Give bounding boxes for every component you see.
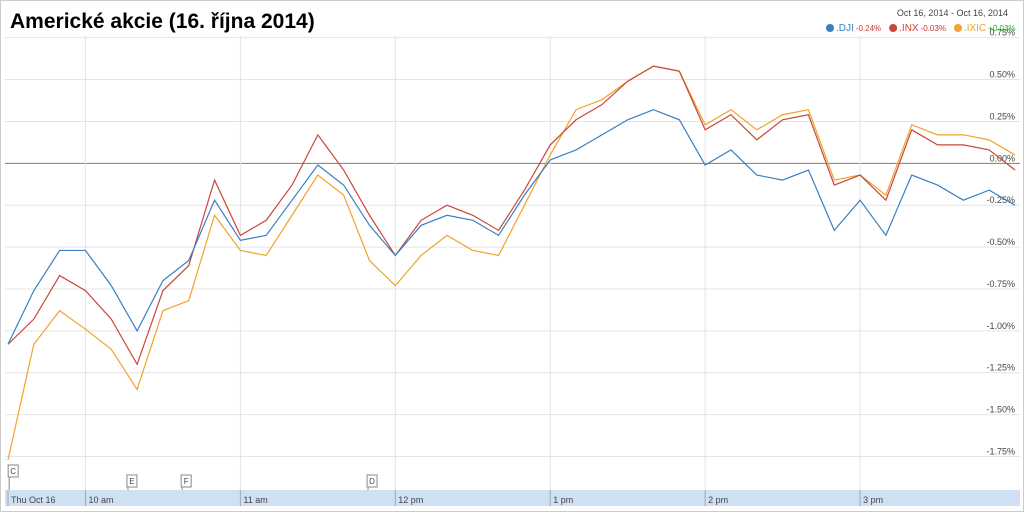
y-tick-label: 0.00% [989,153,1015,163]
y-tick-label: -0.75% [986,279,1015,289]
legend-label: .IXIC [964,23,986,34]
event-label: D [369,477,375,486]
y-tick-label: 0.25% [989,111,1015,121]
event-flag [126,474,138,488]
event-label: E [129,477,134,486]
date-range: Oct 16, 2014 - Oct 16, 2014 [897,8,1008,18]
event-flag [180,474,192,488]
series-line [7,65,1016,460]
x-tick-label: 12 pm [398,495,423,505]
x-tick-label: 3 pm [863,495,883,505]
legend-change: +0.03% [988,24,1015,33]
event-flag [366,474,378,488]
event-label: F [184,477,189,486]
y-tick-label: -1.75% [986,446,1015,456]
legend-marker [826,24,834,32]
x-tick-label: 11 am [243,495,267,505]
y-tick-label: -1.00% [986,321,1015,331]
event-flag [7,464,19,478]
y-tick-label: -1.25% [986,363,1015,373]
y-tick-label: -0.25% [986,195,1015,205]
x-tick-label: Thu Oct 16 [11,495,56,505]
event-label: C [10,467,16,476]
legend-change: -0.03% [921,24,946,33]
x-tick-label: 2 pm [708,495,728,505]
x-tick-label: 1 pm [553,495,573,505]
y-tick-label: 0.50% [989,70,1015,80]
y-tick-label: -0.50% [986,237,1015,247]
x-axis-band [5,490,1020,506]
x-tick-label: 10 am [88,495,113,505]
y-tick-label: 0.75% [989,28,1015,38]
chart-title: Americké akcie (16. října 2014) [10,10,315,33]
legend-label: .DJI [836,23,854,34]
legend-marker [953,24,962,32]
series-line [7,65,1016,366]
legend-marker [889,24,898,32]
legend-change: -0.24% [856,24,881,33]
legend-label: .INX [899,23,919,34]
series-line [7,109,1016,345]
y-tick-label: -1.50% [986,405,1015,415]
